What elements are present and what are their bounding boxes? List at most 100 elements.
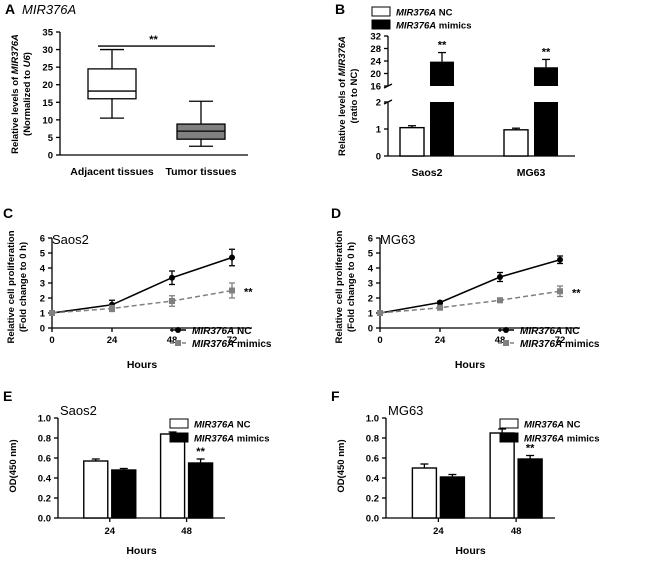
y-tick-label: 1.0 — [38, 414, 51, 425]
axes: 0 5 10 15 20 25 30 35 — [42, 28, 248, 162]
x-tick-label: 48 — [495, 335, 506, 346]
y-tick-label: 4 — [368, 264, 374, 275]
y-tick-label: 0.6 — [38, 454, 51, 465]
legend-marker — [175, 327, 181, 333]
legend-label: MIR376A NC — [524, 420, 581, 431]
legend-label: MIR376A mimics — [194, 434, 270, 445]
y-tick-label: 0.4 — [38, 474, 52, 485]
panel-a: A MIR376A 0 5 10 15 20 25 30 35 Relative levels of… — [5, 1, 248, 178]
legend-label: MIR376A mimics — [524, 434, 600, 445]
x-category-label: 48 — [181, 526, 192, 537]
panel-letter: A — [5, 1, 15, 17]
error-bar — [512, 127, 520, 130]
data-point — [557, 288, 563, 295]
legend-label: MIR376A mimics — [396, 21, 472, 32]
y-tick-label: 24 — [370, 57, 381, 68]
bar-nc — [411, 467, 438, 519]
y-axis-label: Relative cell proliferation — [334, 230, 345, 343]
y-tick-label: 20 — [42, 80, 53, 91]
panel-title: Saos2 — [52, 232, 89, 247]
box-adjacent: Adjacent tissues — [70, 48, 154, 178]
y-tick-label: 0.8 — [366, 434, 379, 445]
panel-letter: B — [335, 1, 345, 17]
box-iqr — [87, 68, 137, 100]
y-tick-label: 4 — [40, 264, 46, 275]
x-category-label: MG63 — [517, 167, 546, 179]
box-tumor: Tumor tissues — [166, 100, 237, 178]
panel-f: F MG63 0.0 0.2 0.4 0.6 0.8 1.0 OD(450 nm) 24 48 ** H… — [331, 388, 600, 557]
y-tick-label: 10 — [42, 115, 53, 126]
y-tick-label: 32 — [370, 32, 381, 43]
bar-nc — [83, 460, 109, 519]
panel-title: MG63 — [388, 403, 423, 418]
y-tick-label: 35 — [42, 28, 53, 39]
y-axis-label: OD(450 nm) — [8, 439, 19, 492]
series-line — [51, 289, 233, 314]
bar-group-48: 48 ** — [489, 428, 543, 537]
legend-label: MIR376A mimics — [192, 339, 272, 350]
series-line — [379, 259, 561, 314]
bar-mimics — [517, 458, 543, 519]
error-bar — [542, 58, 550, 68]
error-bar — [91, 458, 100, 461]
x-category-label: Tumor tissues — [166, 166, 237, 178]
y-tick-label: 5 — [48, 133, 54, 144]
legend-marker — [503, 327, 509, 333]
legend-label: MIR376A NC — [194, 420, 251, 431]
bar-mimics — [187, 462, 214, 519]
legend-swatch — [169, 418, 189, 429]
y-tick-label: 3 — [368, 279, 373, 290]
bar-nc — [489, 432, 515, 519]
error-bar — [438, 51, 446, 62]
data-point — [497, 274, 503, 280]
significance-mark: ** — [244, 287, 253, 299]
y-tick-label: 1 — [376, 125, 382, 136]
y-axis-label: (Normalized to U6) — [22, 52, 33, 136]
bar-group-mg63: ** MG63 — [503, 46, 558, 179]
bar-group-saos2: ** Saos2 — [399, 40, 454, 179]
y-axis-label: Relative levels of MIR376A — [337, 36, 348, 156]
panel-title: MG63 — [380, 232, 415, 247]
x-tick-label: 72 — [227, 335, 238, 346]
x-category-label: Adjacent tissues — [70, 166, 154, 178]
y-tick-label: 0.2 — [366, 494, 379, 505]
data-point — [109, 305, 115, 312]
y-axis-label: OD(450 nm) — [336, 439, 347, 492]
legend-label: MIR376A mimics — [520, 339, 600, 350]
data-point — [497, 297, 503, 304]
series-line — [51, 256, 233, 314]
significance-mark: ** — [572, 287, 581, 299]
series-mimics — [377, 285, 563, 316]
y-axis-label: (ratio to NC) — [349, 69, 360, 124]
x-category-label: 48 — [511, 526, 522, 537]
axes: 0 1 2 3 4 5 6 0 24 48 72 — [40, 234, 252, 346]
series-nc — [49, 248, 235, 316]
y-tick-label: 5 — [368, 249, 374, 260]
y-tick-label: 5 — [40, 249, 46, 260]
series-line — [379, 290, 561, 314]
bar-mimics-upper — [430, 61, 454, 86]
y-tick-label: 2 — [368, 294, 373, 305]
y-tick-label: 25 — [42, 63, 53, 74]
data-point — [229, 254, 235, 261]
bar-mimics — [111, 469, 137, 519]
legend-swatch — [169, 432, 189, 443]
significance-mark: ** — [526, 443, 535, 455]
y-tick-label: 2 — [40, 294, 45, 305]
bar-nc — [503, 129, 529, 157]
y-tick-label: 0.4 — [366, 474, 380, 485]
y-axis-label: Relative levels of MIR376A — [10, 34, 21, 154]
error-bar — [196, 458, 205, 463]
panel-letter: C — [3, 205, 13, 221]
y-tick-label: 0 — [376, 152, 381, 163]
bar-nc — [159, 433, 186, 519]
panel-letter: E — [3, 388, 12, 404]
data-point — [377, 310, 383, 316]
series-nc — [377, 255, 563, 316]
data-point — [49, 310, 55, 316]
x-tick-label: 24 — [107, 335, 118, 346]
significance-mark: ** — [542, 46, 551, 58]
error-bar — [448, 473, 457, 477]
x-category-label: 24 — [104, 526, 115, 537]
